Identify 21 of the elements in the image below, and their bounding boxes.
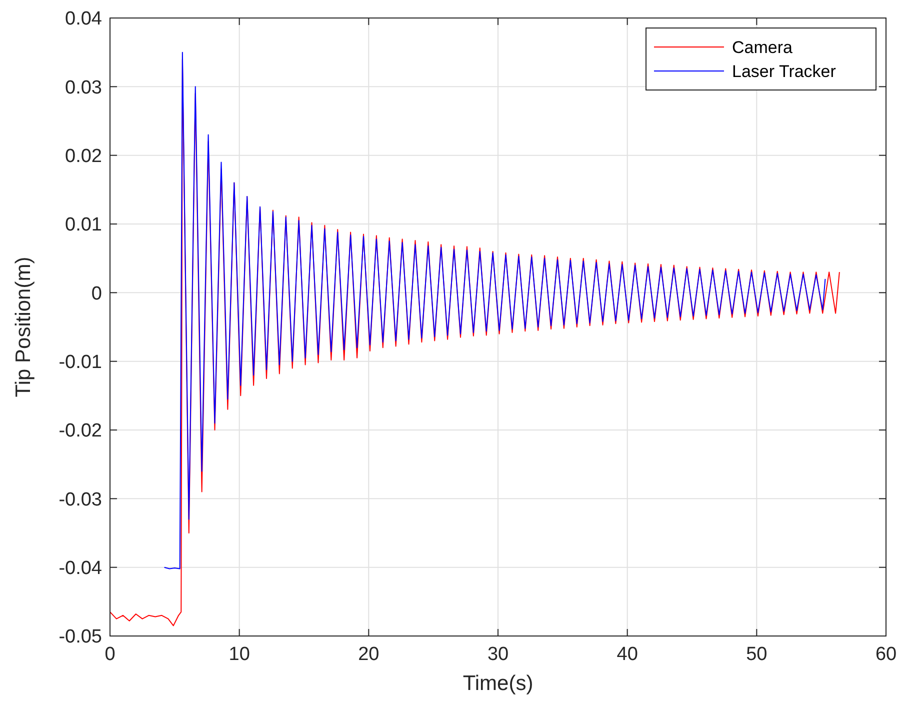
legend-label: Camera — [732, 38, 794, 57]
y-axis-title: Tip Position(m) — [12, 256, 35, 398]
y-tick-label: 0.04 — [65, 8, 102, 30]
y-tick-label: 0.02 — [65, 146, 102, 167]
y-tick-label: -0.04 — [58, 558, 102, 579]
y-tick-label: -0.05 — [58, 626, 102, 648]
x-axis-title: Time(s) — [462, 672, 534, 695]
x-tick-label: 0 — [104, 644, 116, 665]
x-tick-label: 60 — [875, 644, 897, 665]
x-tick-label: 20 — [358, 644, 380, 665]
y-tick-label: -0.03 — [58, 489, 102, 510]
y-tick-label: 0.03 — [65, 77, 102, 98]
x-tick-label: 40 — [616, 644, 638, 665]
y-tick-label: 0 — [91, 283, 102, 304]
x-tick-label: 30 — [487, 644, 509, 665]
y-tick-label: 0.01 — [65, 214, 102, 236]
x-tick-label: 10 — [228, 644, 250, 665]
x-tick-label: 50 — [746, 644, 768, 665]
y-tick-label: -0.01 — [58, 352, 102, 373]
y-tick-label: -0.02 — [58, 420, 102, 442]
legend-label: Laser Tracker — [732, 62, 836, 81]
